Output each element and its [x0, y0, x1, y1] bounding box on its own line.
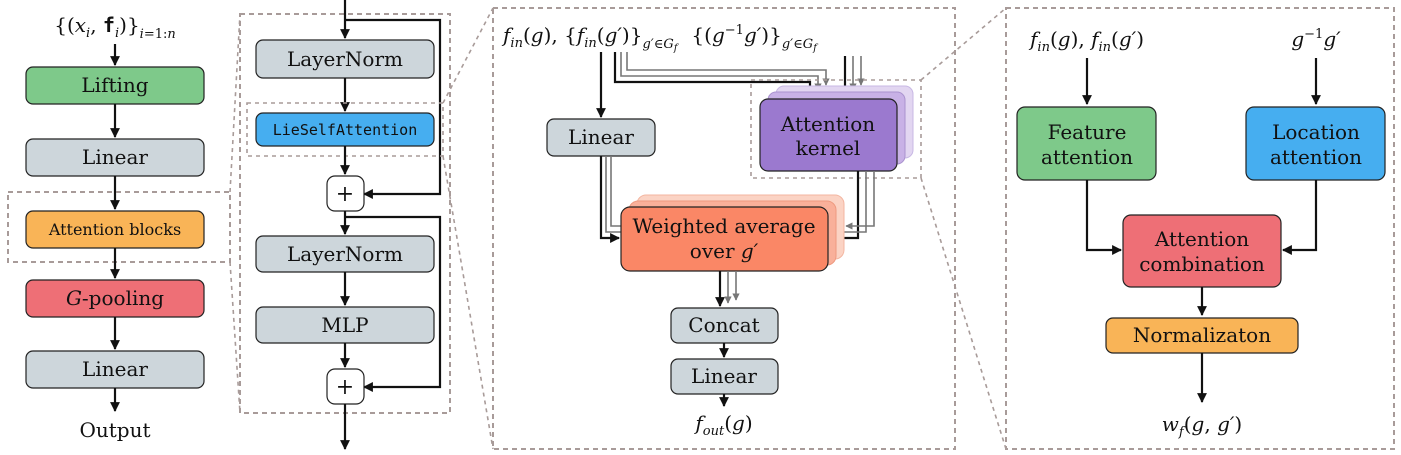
- panel-lie-self-attention: fin(g), {fin(g′)}g′∈Gf{(g−1g′)}g′∈Gf Lin…: [492, 7, 956, 450]
- attention-combination-label-2: combination: [1139, 252, 1265, 276]
- weighted-average-label-1: Weighted average: [632, 214, 815, 238]
- mlp-label: MLP: [321, 313, 368, 337]
- panel-attention-kernel: fin(g), fin(g′) g−1g′ Feature attention …: [1005, 7, 1395, 450]
- attention-kernel-label-1: Attention: [780, 112, 875, 136]
- layernorm-label-2: LayerNorm: [287, 242, 403, 266]
- attention-kernel-dashed-region: [750, 79, 922, 179]
- location-attention-label-1: Location: [1272, 120, 1360, 144]
- layernorm-label-1: LayerNorm: [287, 47, 403, 71]
- lie-self-attention-label: LieSelfAttention: [273, 121, 418, 139]
- input-points-label: {(xi, fi)}i=1:n: [54, 13, 176, 42]
- concat-label: Concat: [688, 313, 759, 337]
- g-pooling-label: G-pooling: [66, 286, 164, 310]
- attention-kernel-label-2: kernel: [796, 136, 861, 160]
- plus-1-label: +: [336, 182, 354, 207]
- attention-combination-box: [1122, 214, 1282, 288]
- p4-input-right-label: g−1g′: [1291, 27, 1341, 51]
- panel-model-overview: {(xi, fi)}i=1:n Lifting Linear Attention…: [7, 13, 231, 442]
- feature-attention-label-2: attention: [1041, 145, 1133, 169]
- attention-combination-label-1: Attention: [1154, 227, 1249, 251]
- plus-2-label: +: [336, 375, 354, 400]
- p3-input-label: fin(g), {fin(g′)}g′∈Gf{(g−1g′)}g′∈Gf: [501, 23, 819, 54]
- p3-linear-label: Linear: [568, 125, 634, 149]
- lifting-label: Lifting: [81, 73, 148, 97]
- lie-self-attention-dashed-frame: [492, 7, 956, 450]
- p3-output-label: fout(g): [693, 411, 752, 439]
- output-label: Output: [79, 418, 150, 442]
- attention-blocks-label: Attention blocks: [48, 220, 181, 239]
- linear-label-1: Linear: [82, 145, 148, 169]
- p4-input-left-label: fin(g), fin(g′): [1028, 27, 1144, 55]
- linear-label-2: Linear: [82, 357, 148, 381]
- weighted-average-label-2: over g′: [690, 239, 759, 263]
- location-attention-label-2: attention: [1270, 145, 1362, 169]
- p4-output-label: wf(g, g′): [1162, 412, 1242, 440]
- feature-attention-label-1: Feature: [1048, 120, 1127, 144]
- normalization-label: Normalizaton: [1133, 323, 1271, 347]
- attention-blocks-dashed-region: [7, 191, 231, 263]
- p3-linear-label-2: Linear: [691, 364, 757, 388]
- attention-kernel-box: [759, 98, 898, 172]
- weighted-average-box: [620, 206, 829, 272]
- attention-kernel-dashed-frame: [1005, 7, 1395, 450]
- panel-attention-block: LayerNorm LieSelfAttention + LayerNorm M…: [239, 0, 451, 450]
